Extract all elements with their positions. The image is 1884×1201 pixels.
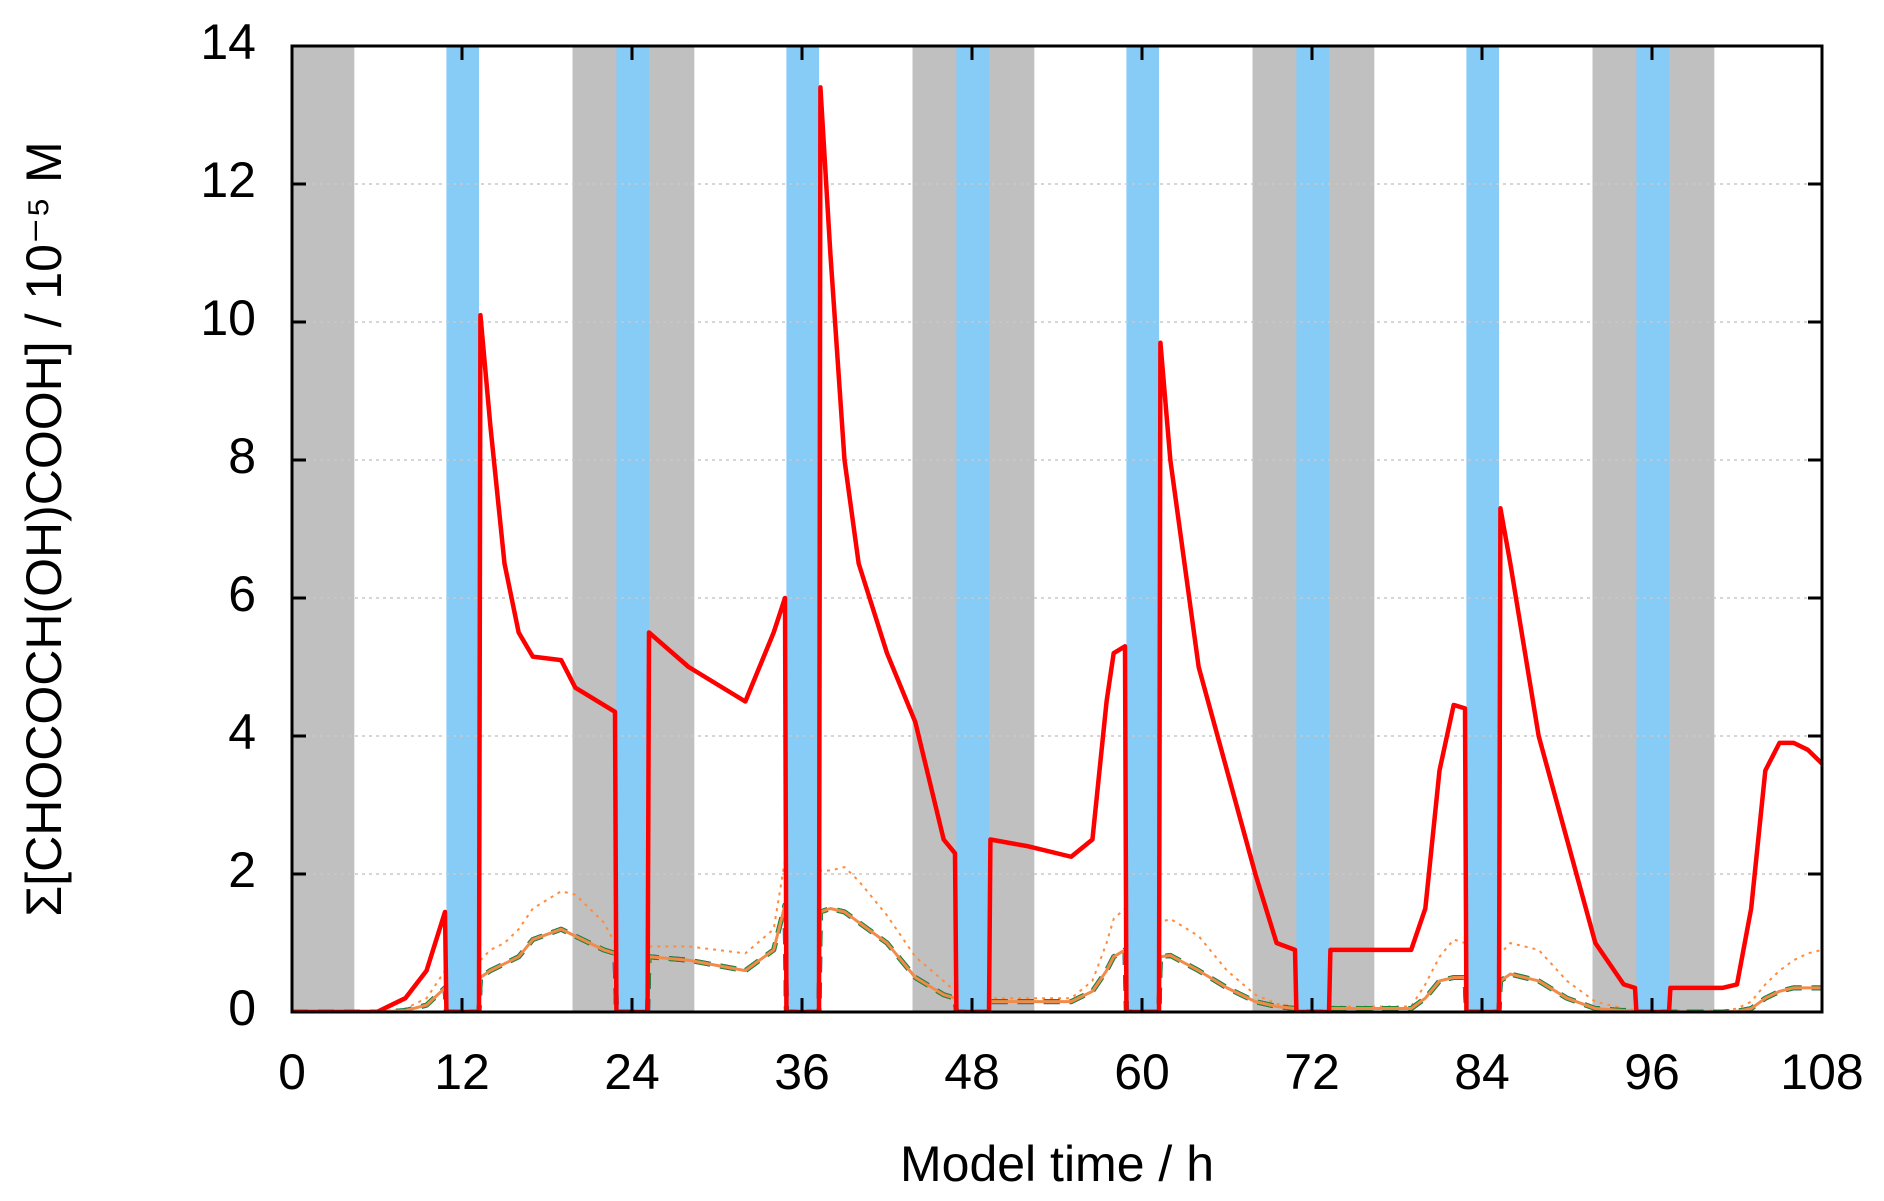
- y-tick-label: 0: [228, 980, 256, 1036]
- band: [292, 46, 355, 1012]
- y-tick-label: 12: [200, 152, 256, 208]
- bands: [292, 46, 1715, 1012]
- x-tick-label: 96: [1624, 1044, 1680, 1100]
- x-tick-label: 36: [774, 1044, 830, 1100]
- x-tick-label: 24: [604, 1044, 660, 1100]
- series-line: [292, 859, 1822, 1012]
- y-tick-label: 8: [228, 428, 256, 484]
- x-tick-label: 60: [1114, 1044, 1170, 1100]
- x-tick-label: 72: [1284, 1044, 1340, 1100]
- band: [1636, 46, 1669, 1012]
- y-tick-label: 2: [228, 842, 256, 898]
- lines: [292, 85, 1822, 1012]
- band: [446, 46, 479, 1012]
- band: [1126, 46, 1159, 1012]
- y-tick-label: 4: [228, 704, 256, 760]
- x-tick-label: 12: [434, 1044, 490, 1100]
- x-tick-label: 108: [1780, 1044, 1863, 1100]
- x-tick-label: 48: [944, 1044, 1000, 1100]
- x-tick-label: 0: [278, 1044, 306, 1100]
- x-axis-label: Model time / h: [900, 1136, 1214, 1192]
- x-tick-label: 84: [1454, 1044, 1510, 1100]
- y-tick-label: 14: [200, 14, 256, 70]
- y-tick-label: 6: [228, 566, 256, 622]
- y-axis-label: Σ[CHOCOCH(OH)COOH] / 10⁻⁵ M: [16, 141, 72, 916]
- y-tick-label: 10: [200, 290, 256, 346]
- band: [786, 46, 819, 1012]
- band: [1466, 46, 1499, 1012]
- band: [956, 46, 989, 1012]
- band: [1296, 46, 1329, 1012]
- series-line: [292, 85, 1822, 1012]
- plot-frame: [290, 44, 1824, 1014]
- band: [616, 46, 649, 1012]
- series-line: [292, 903, 1822, 1012]
